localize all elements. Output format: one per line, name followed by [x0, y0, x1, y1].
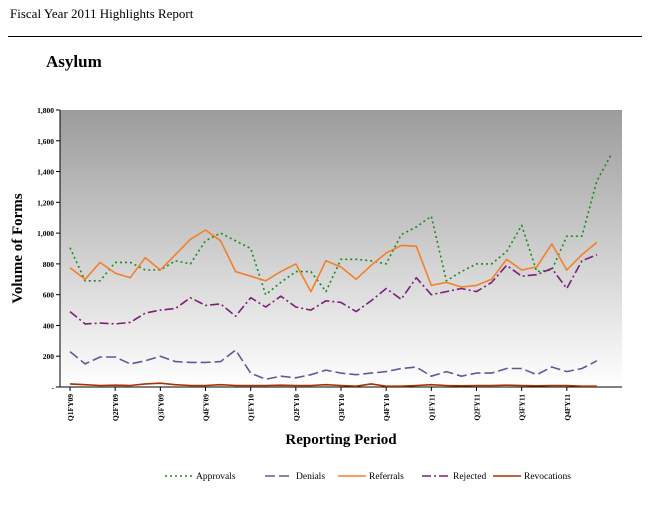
y-tick-label: 1,800: [37, 106, 54, 115]
x-axis-title: Reporting Period: [285, 432, 397, 448]
x-tick-label: Q2FY09: [111, 394, 120, 421]
series-rejected-line: [69, 253, 598, 325]
x-tick-label: Q4FY11: [563, 394, 572, 421]
legend-label-revocations: Revocations: [524, 472, 571, 482]
series-approvals-line: [69, 152, 613, 296]
legend-label-approvals: Approvals: [196, 472, 236, 482]
x-tick-label: Q4FY10: [382, 394, 391, 421]
y-axis-title: Volume of Forms: [10, 193, 26, 303]
x-tick-label: Q3FY10: [337, 394, 346, 421]
plot-area: [60, 110, 622, 387]
header-rule: [8, 36, 642, 37]
series-lines: [69, 152, 613, 388]
x-tick-label: Q2FY10: [292, 394, 301, 421]
report-header: Fiscal Year 2011 Highlights Report: [10, 6, 194, 21]
y-tick-label: 1,000: [37, 229, 54, 238]
x-axis-ticks: Q1FY09 Q2FY09 Q3FY09 Q4FY09 Q1FY10 Q2FY10 Q3FY…: [66, 387, 572, 421]
x-tick-label: Q2FY11: [473, 394, 482, 421]
x-tick-label: Q1FY11: [427, 394, 436, 421]
legend-label-denials: Denials: [296, 472, 325, 482]
y-tick-label: 1,600: [37, 137, 54, 146]
y-tick-label: 1,200: [37, 198, 54, 207]
legend-label-rejected: Rejected: [453, 472, 486, 482]
x-tick-label: Q1FY10: [247, 394, 256, 421]
legend: Approvals Denials Referrals Rejected Revocat…: [165, 471, 571, 482]
series-referrals-line: [69, 229, 598, 293]
x-tick-label: Q3FY09: [156, 394, 165, 421]
y-tick-label: 200: [43, 352, 55, 361]
legend-label-referrals: Referrals: [369, 471, 404, 482]
y-tick-label: 1,400: [37, 168, 54, 177]
y-tick-label: 400: [43, 321, 55, 330]
y-tick-label: 600: [43, 291, 55, 300]
x-tick-label: Q3FY11: [518, 394, 527, 421]
y-tick-label: 800: [43, 260, 55, 269]
x-tick-label: Q4FY09: [202, 394, 211, 421]
series-revocations-line: [69, 382, 597, 388]
section-title: Asylum: [46, 52, 102, 71]
y-axis-ticks: - 200 400 600 800 1,000 1,200 1,400 1,600 1,800: [37, 106, 60, 392]
x-tick-label: Q1FY09: [66, 394, 75, 421]
y-tick-label: -: [52, 383, 55, 392]
